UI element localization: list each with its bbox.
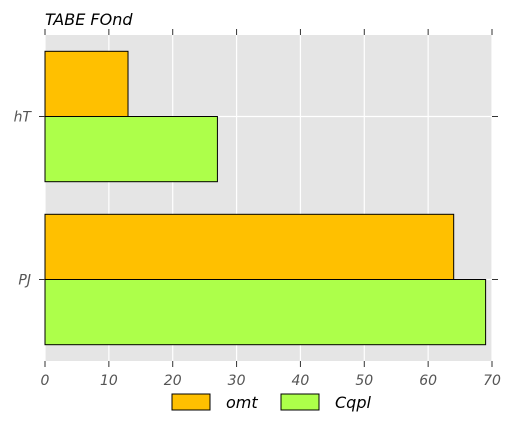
- chart-title: TABE FOnd: [45, 10, 133, 29]
- x-tick-label: 0: [41, 373, 50, 389]
- legend: omt Cqpl: [171, 393, 371, 412]
- bars: [44, 50, 487, 346]
- x-tick-label: 60: [419, 373, 437, 389]
- legend-label-Cqpl: Cqpl: [335, 393, 371, 412]
- legend-swatch-Cqpl: [280, 393, 320, 411]
- bar-Cqpl-hT: [44, 116, 218, 183]
- x-tick-label: 30: [228, 373, 246, 389]
- x-tick-label: 20: [164, 373, 182, 389]
- x-tick-label: 40: [292, 373, 310, 389]
- x-tick-label: 70: [483, 373, 501, 389]
- bar-Cqpl-PJ: [44, 279, 487, 346]
- y-tick-label: hT: [14, 110, 33, 126]
- legend-label-omt: omt: [226, 393, 258, 412]
- axes: 0 10 20 30 40 50 60 70 hT PJ: [14, 29, 501, 389]
- legend-swatch-omt: [171, 393, 211, 411]
- bar-omt-hT: [44, 50, 129, 117]
- y-tick-label: PJ: [18, 273, 31, 289]
- bar-omt-PJ: [44, 213, 455, 280]
- x-tick-label: 50: [355, 373, 373, 389]
- x-tick-label: 10: [100, 373, 118, 389]
